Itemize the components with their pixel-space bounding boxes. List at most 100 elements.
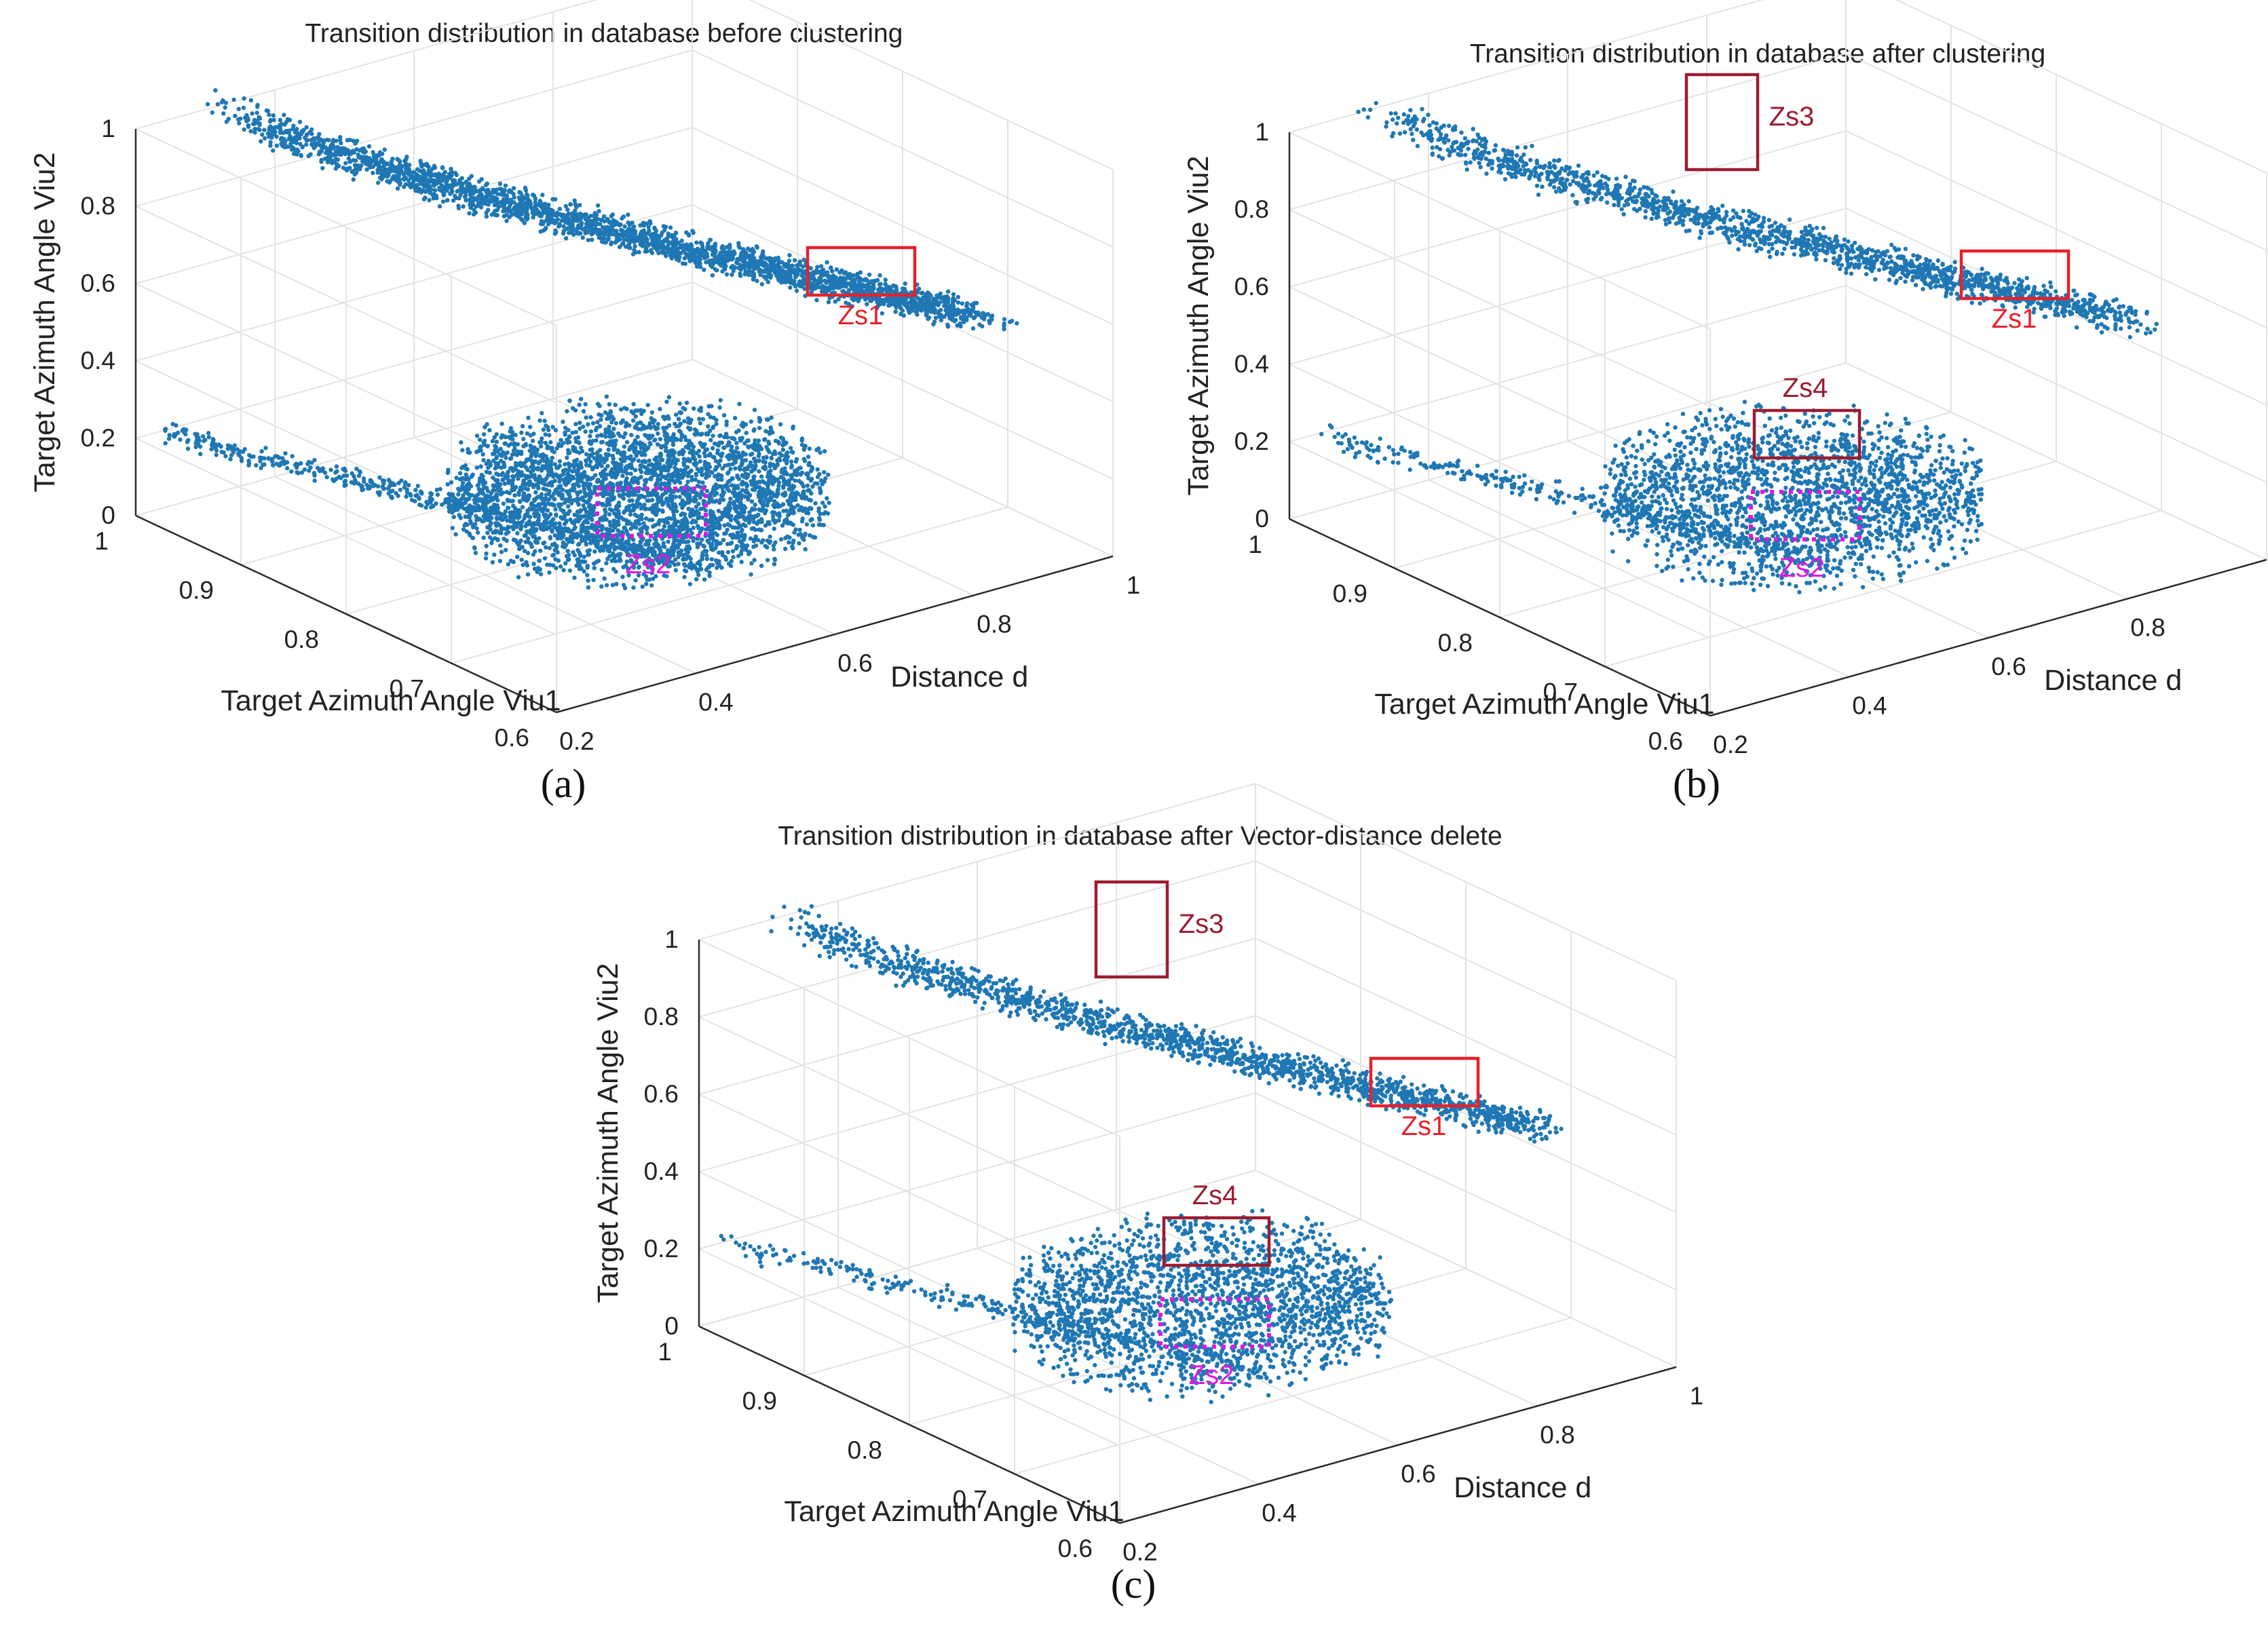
data-point [506, 206, 511, 210]
left-grid-z [135, 128, 557, 326]
left-grid-z [135, 360, 557, 558]
data-point [540, 193, 545, 197]
data-point [215, 102, 221, 107]
data-point [554, 566, 559, 571]
data-point [797, 541, 801, 545]
data-point [620, 575, 625, 579]
data-point [267, 113, 271, 117]
data-point [544, 210, 550, 215]
data-point [918, 303, 923, 309]
data-point [539, 214, 544, 218]
data-point [677, 258, 681, 263]
data-point [597, 227, 601, 232]
data-point [704, 255, 709, 260]
data-point [593, 473, 598, 478]
data-point [508, 456, 513, 461]
data-point [504, 547, 508, 552]
data-point [567, 440, 572, 444]
data-point [484, 551, 489, 556]
y-axis-label: Target Azimuth Angle Viu1 [221, 685, 561, 717]
x-axis [556, 555, 1114, 714]
data-point [556, 475, 561, 480]
data-point [662, 228, 667, 233]
data-point [825, 511, 831, 516]
data-point [763, 256, 768, 261]
data-point [725, 484, 730, 489]
data-point [328, 149, 333, 155]
x-tick-label: 0.8 [977, 611, 1011, 638]
data-point [719, 474, 724, 478]
data-point [537, 418, 542, 423]
data-point [853, 277, 858, 282]
data-point [288, 138, 294, 142]
data-point [694, 577, 699, 581]
data-point [576, 231, 581, 236]
data-point [530, 438, 535, 443]
data-point [445, 482, 450, 487]
data-point [537, 198, 542, 204]
data-point [351, 138, 356, 143]
data-point [706, 246, 712, 251]
data-point [684, 400, 689, 405]
data-point [507, 491, 512, 496]
data-point [551, 218, 556, 223]
data-point [468, 518, 473, 524]
data-point [776, 439, 781, 444]
data-point [252, 130, 257, 135]
data-point [502, 187, 507, 193]
data-point [879, 288, 884, 294]
data-point [734, 440, 739, 446]
data-point [654, 455, 659, 460]
data-point [291, 123, 296, 128]
data-point [818, 264, 824, 269]
data-point [924, 292, 928, 297]
data-point [808, 266, 813, 271]
data-point [556, 212, 561, 216]
data-point [727, 501, 732, 505]
data-point [903, 281, 908, 286]
data-point [780, 443, 785, 448]
data-point [431, 178, 436, 182]
data-point [610, 583, 616, 588]
data-point [626, 212, 630, 217]
data-point [585, 220, 590, 225]
data-point [478, 205, 484, 210]
data-point [631, 418, 636, 423]
data-point [783, 546, 788, 552]
data-point [423, 175, 428, 180]
data-point [681, 463, 687, 467]
data-point [260, 132, 265, 137]
data-point [509, 212, 514, 217]
data-point [599, 239, 605, 244]
data-point [484, 210, 489, 215]
data-point [883, 282, 888, 286]
data-point [244, 113, 249, 117]
data-point [821, 512, 827, 516]
data-point [894, 288, 899, 292]
data-point [265, 109, 271, 113]
data-point [431, 196, 436, 201]
data-point [454, 182, 459, 187]
back-grid-z [135, 50, 693, 207]
data-point [672, 233, 677, 237]
data-point [647, 458, 651, 463]
data-point [614, 581, 619, 586]
data-point [491, 484, 496, 488]
data-point [514, 212, 518, 218]
data-point [561, 419, 565, 424]
data-point [497, 181, 503, 186]
data-point [550, 455, 554, 461]
data-point [793, 459, 799, 464]
data-point [939, 314, 943, 319]
data-point [580, 214, 584, 220]
data-point [604, 561, 609, 566]
data-point [416, 176, 421, 181]
data-point [840, 289, 845, 294]
data-point [536, 461, 541, 465]
data-point [572, 575, 577, 580]
back-grid-z [135, 282, 693, 439]
data-point [613, 229, 618, 234]
data-point [630, 503, 635, 507]
data-point [770, 261, 775, 267]
data-point [626, 234, 631, 239]
